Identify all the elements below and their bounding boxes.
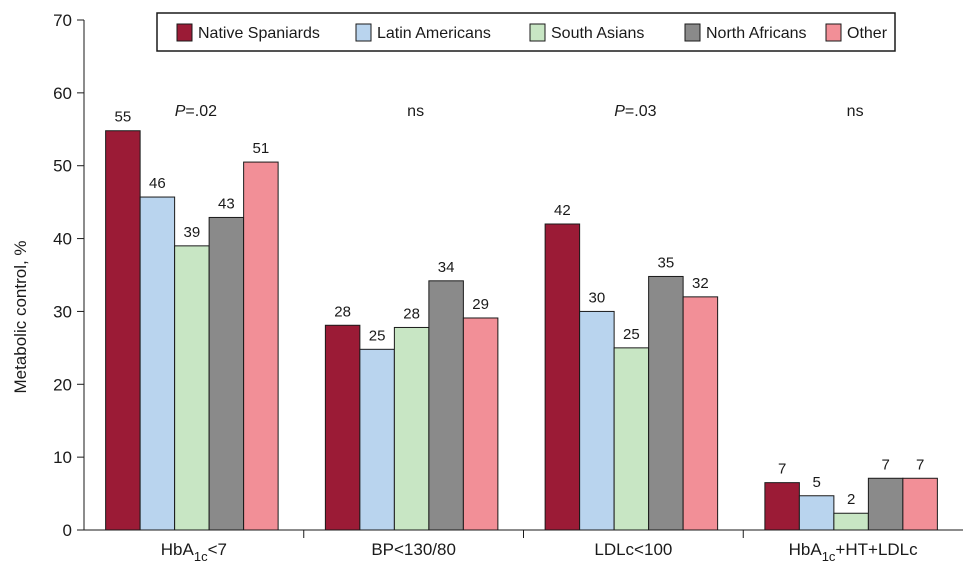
data-label: 25 (369, 327, 386, 344)
group-annotation: P=.02 (175, 103, 217, 120)
legend-item: Native Spaniards (176, 23, 320, 42)
x-tick-label: LDLc<100 (594, 540, 672, 559)
legend-label: Latin Americans (377, 25, 491, 42)
data-label: 32 (692, 275, 709, 292)
bar (902, 477, 938, 531)
bar (833, 512, 869, 531)
data-label: 7 (881, 456, 889, 473)
x-tick-label-base: BP<130/80 (371, 540, 456, 559)
bar (764, 482, 800, 531)
x-tick-label: HbA1c<7 (161, 540, 227, 561)
bar (105, 130, 141, 531)
x-tick-label-sub: 1c (822, 549, 836, 561)
x-tick-label-base: LDLc<100 (594, 540, 672, 559)
data-label: 25 (623, 326, 640, 343)
legend-label: South Asians (551, 25, 644, 42)
x-tick-label-base: HbA (789, 540, 823, 559)
data-label: 7 (778, 461, 786, 478)
data-label: 51 (253, 140, 270, 157)
bar (579, 310, 615, 531)
x-tick-label-rest: <7 (208, 540, 227, 559)
legend-swatch (355, 23, 372, 42)
data-label: 28 (403, 305, 420, 322)
bar (208, 216, 245, 531)
legend-item: North Africans (684, 23, 806, 42)
y-tick-label: 70 (53, 11, 72, 30)
y-tick-label: 60 (53, 84, 72, 103)
legend: Native Spaniards Latin Americans South Asi… (156, 12, 896, 52)
legend-label: Other (847, 25, 888, 42)
bar (359, 348, 395, 531)
bar (324, 324, 361, 531)
data-label: 55 (115, 109, 132, 126)
annotation-italic: P (175, 103, 186, 120)
data-label: 34 (438, 259, 455, 276)
data-label: 46 (149, 175, 166, 192)
legend-item: South Asians (529, 23, 644, 42)
bar (428, 280, 464, 531)
annotation-text: ns (847, 103, 864, 120)
value-labels: 55 46 39 43 51 28 25 28 34 29 42 30 25 35 32 7 5 2 7 7 (115, 109, 925, 509)
data-label: 30 (589, 289, 606, 306)
legend-label: North Africans (706, 25, 806, 42)
bar (139, 196, 176, 531)
data-label: 2 (847, 491, 855, 508)
annotation-text: =.02 (185, 103, 217, 120)
y-tick-label: 40 (53, 230, 72, 249)
x-tick-label-base: HbA (161, 540, 195, 559)
data-label: 29 (472, 296, 489, 313)
bar (174, 245, 210, 531)
data-label: 35 (658, 254, 675, 271)
legend-swatch (176, 23, 193, 42)
x-axis: HbA1c<7 BP<130/80 LDLc<100 HbA1c+HT+LDLc (84, 529, 963, 561)
bar (462, 317, 499, 531)
y-tick-label: 20 (53, 375, 72, 394)
annotation-italic: P (614, 103, 625, 120)
group-annotation: ns (407, 103, 424, 120)
legend-box (156, 12, 896, 52)
legend-swatch (684, 23, 701, 42)
y-axis-label: Metabolic control, % (11, 240, 30, 393)
legend-swatch (529, 23, 546, 42)
bar (544, 223, 581, 531)
data-label: 39 (184, 224, 201, 241)
y-tick-label: 10 (53, 448, 72, 467)
data-label: 5 (812, 474, 820, 491)
bar (798, 495, 835, 531)
annotations: P=.02 ns P=.03 ns (175, 103, 864, 120)
bar (613, 347, 650, 531)
bars (105, 130, 938, 531)
y-axis: 0 10 20 30 40 50 60 70 (53, 11, 85, 540)
bar (393, 326, 430, 531)
data-label: 43 (218, 195, 235, 212)
group-annotation: ns (847, 103, 864, 120)
legend-swatch (825, 23, 842, 42)
x-tick-label: BP<130/80 (371, 540, 456, 559)
bar (243, 161, 279, 531)
y-tick-label: 50 (53, 157, 72, 176)
x-tick-label-sub: 1c (194, 549, 208, 561)
annotation-text: =.03 (625, 103, 657, 120)
data-label: 42 (554, 202, 571, 219)
annotation-text: ns (407, 103, 424, 120)
legend-item: Latin Americans (355, 23, 491, 42)
legend-item: Other (825, 23, 888, 42)
y-tick-label: 0 (63, 521, 72, 540)
x-tick-label: HbA1c+HT+LDLc (789, 540, 919, 561)
group-annotation: P=.03 (614, 103, 656, 120)
x-tick-label-rest: +HT+LDLc (835, 540, 918, 559)
legend-label: Native Spaniards (198, 25, 320, 42)
bar (682, 296, 719, 531)
y-tick-label: 30 (53, 302, 72, 321)
bar (648, 275, 684, 531)
bar (867, 477, 904, 531)
data-label: 7 (916, 456, 924, 473)
data-label: 28 (334, 303, 351, 320)
